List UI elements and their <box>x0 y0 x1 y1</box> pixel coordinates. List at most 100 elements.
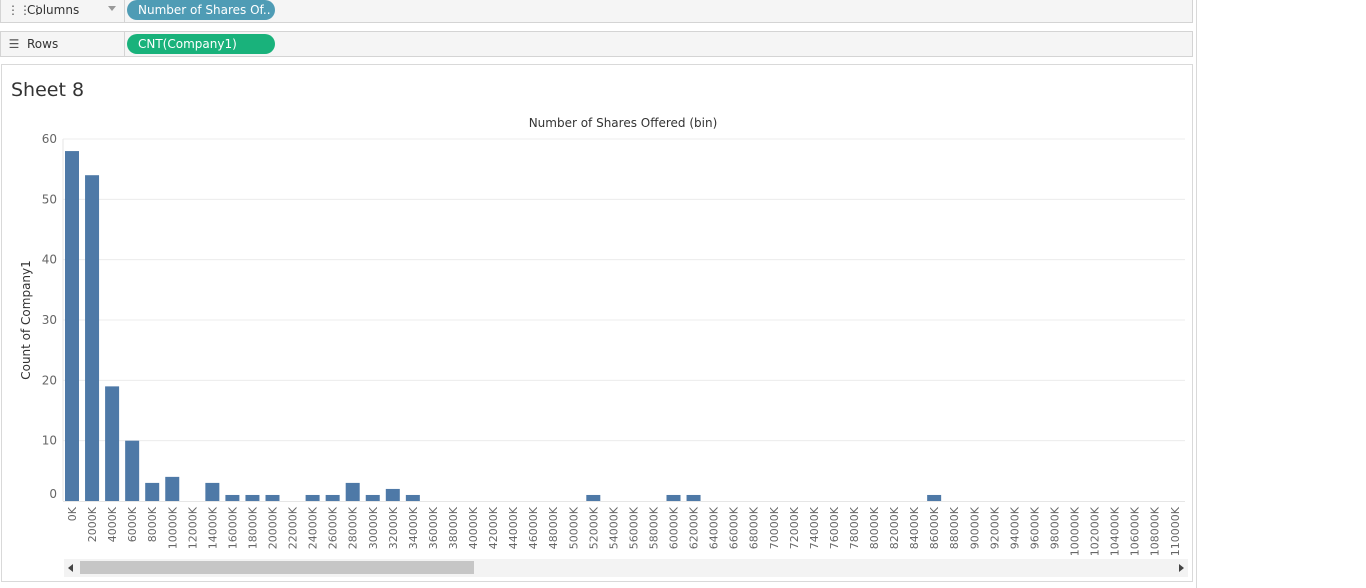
columns-shelf[interactable]: ⋮⋮⋮ Columns Number of Shares Of.. <box>0 0 1193 23</box>
bar <box>586 494 601 501</box>
sheet-view: Sheet 8 0 10 20 30 40 50 60 Number of Shares Of… <box>1 64 1193 582</box>
x-tick-label: 0K <box>66 506 79 521</box>
x-tick-label: 92000K <box>988 506 1001 549</box>
bar <box>245 494 260 501</box>
x-tick-label: 20000K <box>267 506 280 549</box>
x-tick-label: 56000K <box>627 506 640 549</box>
x-tick-label: 32000K <box>387 506 400 549</box>
bar <box>305 494 320 501</box>
x-tick-label: 62000K <box>688 506 701 549</box>
horizontal-scrollbar[interactable] <box>64 559 1188 577</box>
x-tick-label: 82000K <box>888 506 901 549</box>
y-tick-label: 30 <box>42 313 57 327</box>
x-tick-label: 12000K <box>186 506 199 549</box>
x-tick-label: 96000K <box>1028 506 1041 549</box>
x-tick-label: 100000K <box>1069 506 1082 556</box>
x-tick-label: 72000K <box>788 506 801 549</box>
x-tick-label: 44000K <box>507 506 520 549</box>
x-tick-label: 108000K <box>1149 506 1162 556</box>
y-tick-label: 20 <box>42 373 57 387</box>
x-tick-label: 110000K <box>1169 506 1182 556</box>
bar <box>225 494 240 501</box>
x-tick-label: 58000K <box>647 506 660 549</box>
bar <box>265 494 280 501</box>
x-tick-label: 8000K <box>146 506 159 542</box>
bar <box>365 494 380 501</box>
rows-shelf-label: ☰ Rows <box>1 32 125 56</box>
x-tick-label: 64000K <box>708 506 721 549</box>
x-tick-label: 18000K <box>246 506 259 549</box>
x-tick-label: 50000K <box>567 506 580 549</box>
x-tick-label: 38000K <box>447 506 460 549</box>
bar <box>927 494 942 501</box>
y-tick-label: 60 <box>42 132 57 146</box>
x-tick-label: 104000K <box>1109 506 1122 556</box>
bar <box>145 482 160 501</box>
x-tick-label: 70000K <box>768 506 781 549</box>
x-tick-label: 40000K <box>467 506 480 549</box>
x-tick-label: 6000K <box>126 506 139 542</box>
x-tick-label: 68000K <box>748 506 761 549</box>
x-tick-label: 26000K <box>327 506 340 549</box>
bar <box>686 494 701 501</box>
x-tick-label: 106000K <box>1129 506 1142 556</box>
x-tick-label: 22000K <box>287 506 300 549</box>
x-tick-label: 102000K <box>1089 506 1102 556</box>
scroll-thumb[interactable] <box>80 561 474 574</box>
x-tick-label: 42000K <box>487 506 500 549</box>
x-tick-label: 52000K <box>587 506 600 549</box>
x-tick-label: 90000K <box>968 506 981 549</box>
x-tick-label: 86000K <box>928 506 941 549</box>
y-tick-label: 40 <box>42 253 57 267</box>
x-tick-label: 30000K <box>367 506 380 549</box>
x-tick-label: 48000K <box>547 506 560 549</box>
x-tick-label: 80000K <box>868 506 881 549</box>
sheet-title: Sheet 8 <box>11 79 85 101</box>
bar <box>85 175 100 501</box>
y-tick-label: 10 <box>42 434 57 448</box>
rows-label: Rows <box>27 37 59 51</box>
bar <box>205 482 220 501</box>
bar <box>125 440 140 501</box>
rows-pill[interactable]: CNT(Company1) <box>127 34 275 54</box>
x-tick-label: 76000K <box>828 506 841 549</box>
rows-icon: ☰ <box>8 37 20 51</box>
y-axis-label: Count of Company1 <box>19 260 33 380</box>
x-tick-label: 4000K <box>106 506 119 542</box>
columns-shelf-label: ⋮⋮⋮ Columns <box>1 0 125 22</box>
x-tick-label: 88000K <box>948 506 961 549</box>
bar <box>405 494 420 501</box>
x-tick-label: 46000K <box>527 506 540 549</box>
columns-pill[interactable]: Number of Shares Of.. <box>127 0 275 20</box>
x-tick-label: 84000K <box>908 506 921 549</box>
chart-title: Number of Shares Offered (bin) <box>529 116 718 130</box>
x-tick-label: 10000K <box>166 506 179 549</box>
bar <box>666 494 681 501</box>
y-tick-label: 0 <box>49 487 57 501</box>
x-tick-label: 14000K <box>206 506 219 549</box>
columns-label: Columns <box>27 3 80 17</box>
x-tick-label: 60000K <box>668 506 681 549</box>
bar <box>65 151 79 502</box>
x-tick-label: 66000K <box>728 506 741 549</box>
rows-shelf[interactable]: ☰ Rows CNT(Company1) <box>0 31 1193 57</box>
x-tick-label: 36000K <box>427 506 440 549</box>
y-tick-label: 50 <box>42 192 57 206</box>
x-tick-label: 2000K <box>86 506 99 542</box>
x-tick-label: 54000K <box>607 506 620 549</box>
scroll-left-icon[interactable] <box>68 564 73 572</box>
x-tick-label: 24000K <box>307 506 320 549</box>
x-tick-label: 94000K <box>1008 506 1021 549</box>
x-tick-label: 34000K <box>407 506 420 549</box>
columns-icon: ⋮⋮⋮ <box>7 3 43 17</box>
panel-divider <box>1196 0 1197 588</box>
chevron-down-icon[interactable] <box>108 6 116 11</box>
x-tick-label: 98000K <box>1048 506 1061 549</box>
bar <box>105 386 120 501</box>
x-tick-label: 28000K <box>347 506 360 549</box>
x-tick-label: 16000K <box>226 506 239 549</box>
x-tick-label: 74000K <box>808 506 821 549</box>
bar <box>385 488 400 501</box>
scroll-right-icon[interactable] <box>1179 564 1184 572</box>
bar <box>345 482 360 501</box>
